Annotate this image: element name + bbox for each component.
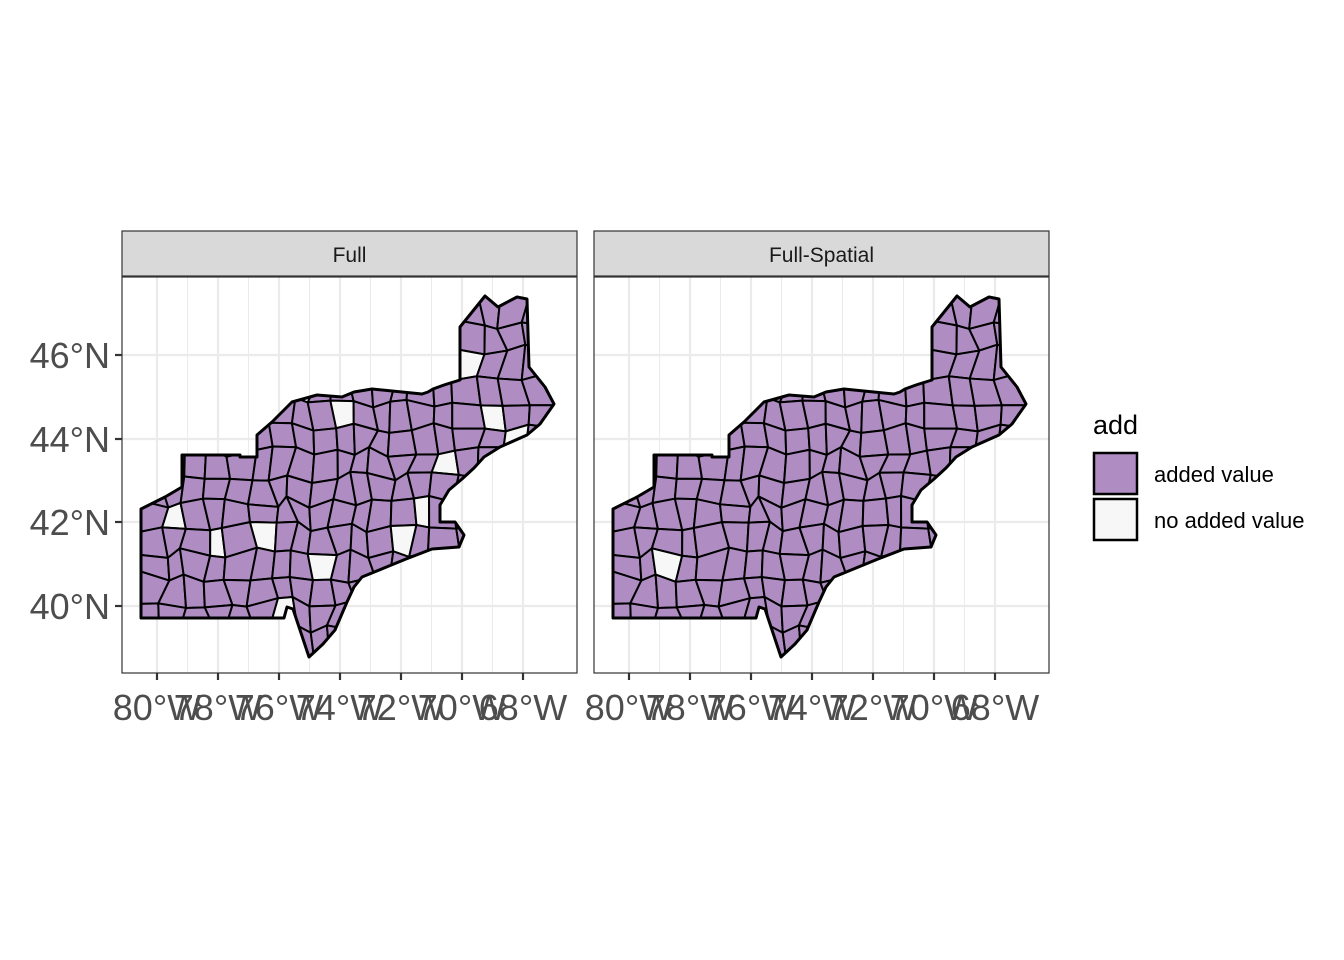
strip-title: Full bbox=[333, 244, 367, 267]
strip-background bbox=[121, 230, 578, 277]
region-outline bbox=[611, 294, 1028, 659]
county-region bbox=[884, 495, 903, 529]
lon-tick-label: 74°W bbox=[768, 687, 856, 728]
county-region bbox=[718, 503, 752, 524]
lon-tick-label: 80°W bbox=[113, 687, 201, 728]
county-region bbox=[311, 448, 339, 484]
county-region bbox=[861, 497, 890, 527]
lon-tick-label: 72°W bbox=[829, 687, 917, 728]
lat-tick-label: 46°N bbox=[30, 335, 110, 376]
legend-key-none bbox=[1092, 497, 1139, 542]
lon-tick-label: 70°W bbox=[418, 687, 506, 728]
panel-border bbox=[121, 276, 578, 674]
lon-axis: 80°W78°W76°W74°W72°W70°W68°W bbox=[113, 673, 567, 728]
lon-tick-label: 76°W bbox=[707, 687, 795, 728]
legend-label-added: added value bbox=[1154, 462, 1274, 487]
county-region bbox=[412, 495, 431, 529]
county-region bbox=[783, 448, 811, 484]
county-region bbox=[389, 497, 418, 527]
lon-tick-label: 74°W bbox=[296, 687, 384, 728]
lon-tick-label: 72°W bbox=[357, 687, 445, 728]
panel-border bbox=[593, 276, 1050, 674]
lon-axis: 80°W78°W76°W74°W72°W70°W68°W bbox=[585, 673, 1039, 728]
lat-axis: 40°N 42°N 44°N 46°N bbox=[30, 335, 122, 627]
legend: add added value no added value bbox=[1092, 410, 1304, 542]
strip-title: Full-Spatial bbox=[769, 244, 874, 267]
legend-key-added bbox=[1092, 451, 1139, 496]
lon-tick-label: 80°W bbox=[585, 687, 673, 728]
lon-tick-label: 76°W bbox=[235, 687, 323, 728]
lon-tick-label: 70°W bbox=[890, 687, 978, 728]
county-region bbox=[743, 549, 764, 580]
lon-tick-label: 78°W bbox=[646, 687, 734, 728]
lat-tick-label: 42°N bbox=[30, 502, 110, 543]
lat-tick-label: 40°N bbox=[30, 586, 110, 627]
lon-tick-label: 78°W bbox=[174, 687, 262, 728]
legend-label-none: no added value bbox=[1154, 508, 1304, 533]
county-region bbox=[271, 549, 292, 580]
lat-tick-label: 44°N bbox=[30, 419, 110, 460]
facet-panel-full: Full 40°N 42°N 44°N 46°N 80°W78°W76°W74°W72… bbox=[30, 230, 578, 728]
lon-tick-label: 68°W bbox=[951, 687, 1039, 728]
facet-panel-full-spatial: Full-Spatial 80°W78°W76°W74°W72°W70°W68°… bbox=[585, 230, 1050, 728]
county-region bbox=[246, 503, 280, 524]
lon-tick-label: 68°W bbox=[479, 687, 567, 728]
region-outline bbox=[139, 294, 556, 659]
legend-title: add bbox=[1093, 410, 1138, 440]
strip-background bbox=[593, 230, 1050, 277]
